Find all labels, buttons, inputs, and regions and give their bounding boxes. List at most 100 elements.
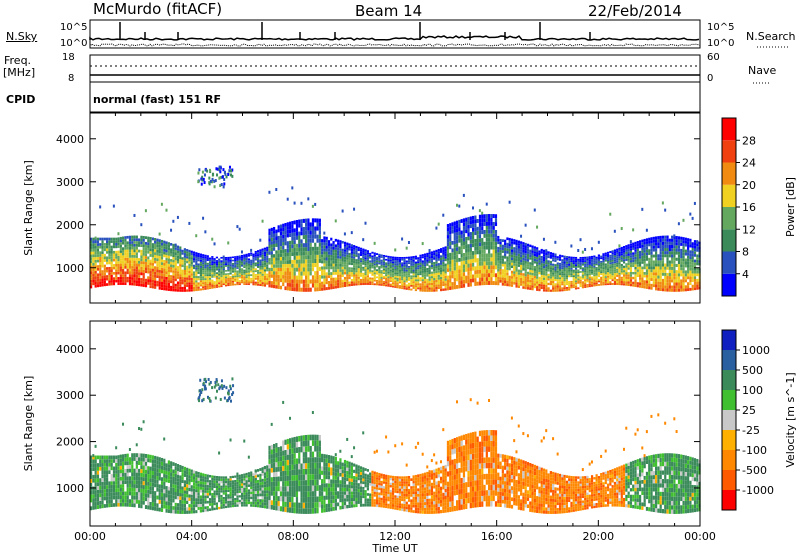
power-cell (570, 271, 573, 274)
power-cell (414, 275, 418, 278)
power-cell (183, 253, 186, 256)
power-cell (389, 280, 392, 282)
power-cell (556, 262, 559, 265)
power-cell (433, 271, 436, 274)
power-cell (442, 247, 445, 250)
power-cell (176, 258, 180, 261)
velocity-cell (110, 484, 113, 489)
power-cell (371, 266, 374, 269)
power-cell (419, 279, 422, 282)
power-cell (325, 260, 328, 264)
power-scatter (201, 175, 204, 179)
power-cell (526, 243, 530, 247)
power-cell (144, 236, 148, 240)
power-cell (337, 247, 340, 251)
power-cell (250, 252, 253, 255)
power-cell (284, 275, 287, 279)
power-cell (410, 288, 413, 291)
velocity-cell (110, 495, 113, 500)
power-cell (675, 288, 678, 292)
power-cell (504, 272, 507, 276)
power-cell (302, 263, 305, 268)
power-cell (499, 255, 502, 259)
power-cell (90, 285, 93, 289)
power-cell (529, 267, 532, 270)
power-cell (135, 235, 138, 239)
power-cell (323, 275, 326, 279)
power-cell (629, 255, 633, 258)
power-cell (602, 253, 605, 256)
power-cell (229, 256, 232, 259)
power-cell (325, 254, 328, 258)
power-cell (300, 219, 303, 224)
power-cell (499, 260, 502, 264)
power-cell (359, 266, 363, 269)
power-cell (462, 264, 466, 269)
power-cell (497, 257, 500, 261)
velocity-cell (149, 478, 152, 483)
power-cell (142, 269, 145, 273)
power-cell (407, 282, 411, 285)
power-cell (309, 263, 312, 268)
power-cell (215, 284, 219, 287)
power-cell (542, 252, 546, 255)
power-cell (394, 265, 397, 268)
power-cell (96, 237, 100, 241)
power-cell (684, 264, 687, 268)
power-cell (254, 273, 257, 276)
power-cell (220, 272, 223, 274)
power-cell (467, 263, 470, 268)
power-cell (259, 263, 262, 266)
velocity-cell (147, 477, 150, 482)
power-cell (140, 261, 143, 264)
power-cell (563, 287, 566, 290)
power-cell (369, 283, 372, 285)
power-cell (613, 282, 617, 285)
power-cell (625, 256, 628, 259)
power-cell (510, 257, 514, 260)
power-cell (135, 255, 138, 258)
power-cell (250, 265, 253, 267)
power-cell (156, 266, 159, 270)
power-cell (613, 277, 617, 280)
velocity-cell (140, 473, 143, 477)
power-cell (231, 269, 235, 272)
power-cell (689, 241, 692, 245)
power-cell (364, 281, 367, 283)
power-cell (389, 257, 392, 260)
power-cell (300, 279, 303, 284)
power-cell (190, 264, 193, 267)
power-cell (510, 273, 514, 277)
power-cell (524, 263, 527, 267)
power-cell (609, 266, 612, 269)
power-cell (158, 281, 161, 285)
power-cell (648, 249, 651, 253)
power-cell (387, 261, 390, 263)
power-scatter (462, 193, 465, 197)
power-cell (165, 274, 168, 277)
power-cell (362, 262, 365, 265)
power-cell (151, 282, 154, 286)
power-cell (682, 267, 685, 271)
power-cell (275, 260, 278, 265)
power-cell (346, 242, 349, 245)
power-cell (218, 277, 221, 279)
power-cell (211, 279, 214, 282)
power-cell (506, 280, 509, 284)
power-cell (106, 261, 109, 265)
power-cell (636, 241, 639, 244)
cpid-text: normal (fast) 151 RF (93, 93, 221, 106)
power-cell (126, 263, 129, 266)
power-cell (176, 281, 180, 285)
power-cell (101, 272, 104, 276)
power-cell (158, 278, 161, 282)
power-cell (380, 270, 383, 272)
power-cell (270, 284, 273, 288)
power-cell (430, 251, 434, 254)
velocity-cell (90, 455, 93, 460)
velocity-cell (147, 458, 150, 463)
power-cell (309, 267, 312, 272)
power-cell (112, 277, 116, 280)
power-cell (650, 260, 653, 264)
power-cell (357, 266, 360, 269)
